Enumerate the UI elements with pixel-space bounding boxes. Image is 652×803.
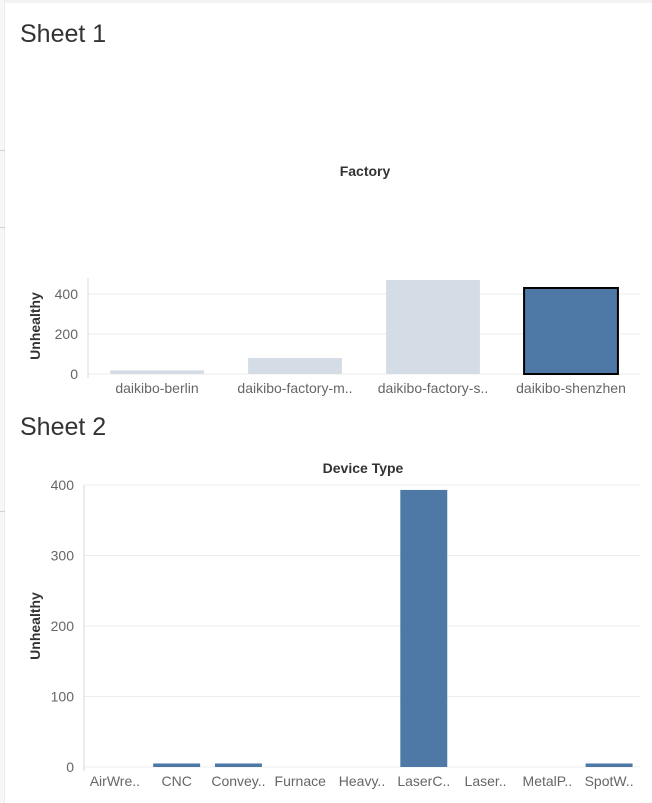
bar[interactable]: [153, 763, 201, 767]
y-tick-label: 200: [55, 326, 79, 342]
y-axis-title: Unhealthy: [27, 592, 43, 660]
sheet-1-title: Sheet 1: [20, 20, 107, 48]
category-label: daikibo-shenzhen: [516, 380, 626, 396]
bar[interactable]: [585, 763, 633, 767]
category-label: SpotW..: [585, 773, 634, 789]
category-label: MetalP..: [523, 773, 573, 789]
y-tick-label: 300: [51, 548, 75, 564]
sheet-2-title: Sheet 2: [20, 413, 107, 441]
left-panel-tick: [0, 150, 5, 151]
left-panel-edge: [0, 0, 5, 803]
bar[interactable]: [214, 763, 262, 767]
y-tick-label: 0: [70, 366, 78, 382]
bar[interactable]: [523, 287, 619, 375]
category-label: Furnace: [275, 773, 327, 789]
category-label: Heavy..: [339, 773, 385, 789]
category-label: LaserC..: [397, 773, 450, 789]
top-border: [0, 0, 652, 3]
category-label: Convey..: [211, 773, 265, 789]
left-panel-tick: [0, 511, 5, 512]
category-label: daikibo-berlin: [115, 380, 198, 396]
category-label: Laser..: [465, 773, 507, 789]
bar[interactable]: [400, 489, 448, 767]
y-tick-label: 400: [51, 477, 75, 493]
y-tick-label: 200: [51, 618, 75, 634]
category-label: daikibo-factory-m..: [237, 380, 352, 396]
y-tick-label: 400: [55, 286, 79, 302]
category-label: CNC: [161, 773, 191, 789]
chart-title: Device Type: [323, 460, 404, 476]
y-axis-title: Unhealthy: [27, 292, 43, 360]
bar[interactable]: [386, 280, 480, 374]
category-label: AirWre..: [90, 773, 140, 789]
y-tick-label: 0: [66, 759, 74, 775]
left-panel-tick: [0, 227, 5, 228]
chart-title: Factory: [340, 163, 391, 179]
category-label: daikibo-factory-s..: [378, 380, 488, 396]
bar[interactable]: [248, 358, 342, 374]
y-tick-label: 100: [51, 689, 75, 705]
bar[interactable]: [110, 370, 204, 374]
